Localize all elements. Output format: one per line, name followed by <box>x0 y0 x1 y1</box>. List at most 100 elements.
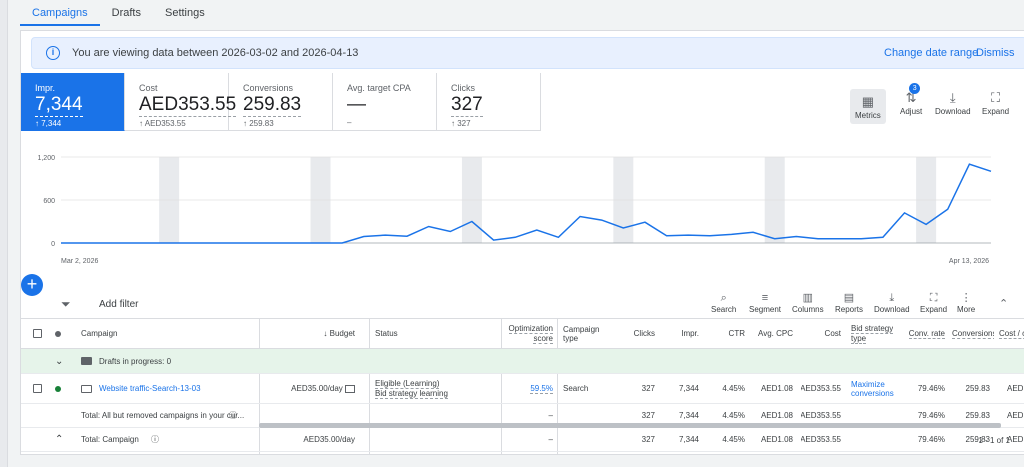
columns-icon: ▥ <box>802 292 813 304</box>
y-tick-label: 0 <box>51 241 55 248</box>
x-end-label: Apr 13, 2026 <box>949 258 989 265</box>
impr-value: 7,344 <box>678 435 699 444</box>
chart-download-button[interactable]: ⤓ Download <box>935 89 971 116</box>
more-button[interactable]: ⋮ More <box>957 291 975 314</box>
col-clicks[interactable]: Clicks <box>633 329 655 338</box>
col-campaign[interactable]: Campaign <box>81 329 118 338</box>
scorecard-conversions[interactable]: Conversions 259.83 ↑ 259.83 <box>229 73 333 131</box>
scorecard-value: 327 <box>451 94 483 117</box>
opt-score-value: – <box>548 435 553 444</box>
status-value[interactable]: Eligible (Learning) Bid strategy learnin… <box>375 374 448 403</box>
scorecard-change: ↑ AED353.55 <box>139 119 186 128</box>
col-avg-cpc[interactable]: Avg. CPC <box>758 329 793 338</box>
col-optimization-score[interactable]: Optimization score <box>503 319 553 348</box>
columns-button[interactable]: ▥ Columns <box>792 291 824 314</box>
download-label: Download <box>935 107 971 116</box>
col-campaign-type[interactable]: Campaign type <box>563 319 599 348</box>
col-impr[interactable]: Impr. <box>681 329 699 338</box>
scorecard-change: ↑ 259.83 <box>243 119 274 128</box>
bid-line2: conversions <box>851 388 894 398</box>
cost-conv-value: AED1 <box>1007 411 1024 420</box>
col-cost-per-conv[interactable]: Cost / co <box>999 319 1024 348</box>
folder-icon <box>81 349 92 373</box>
scorecard-value: — <box>347 94 366 115</box>
download-icon: ⤓ <box>949 90 956 105</box>
expand-label: Expand <box>982 107 1010 116</box>
scorecard-impressions[interactable]: Impr. 7,344 ↑ 7,344 <box>21 73 125 131</box>
row-checkbox[interactable] <box>33 374 42 403</box>
total-all-label: Total: All but removed campaigns in your… <box>81 411 245 420</box>
change-date-range-link[interactable]: Change date range <box>884 47 979 59</box>
help-icon[interactable]: ⓘ <box>151 435 159 444</box>
col-bid-line1: Bid strategy <box>851 323 894 334</box>
add-campaign-fab[interactable]: + <box>21 274 43 296</box>
tab-drafts[interactable]: Drafts <box>111 7 141 19</box>
col-status[interactable]: Status <box>375 329 398 338</box>
reports-button[interactable]: ▤ Reports <box>835 291 863 314</box>
dot <box>55 330 61 337</box>
opt-score-text: 59.5% <box>530 383 553 394</box>
adjust-button[interactable]: ⇅ 3 Adjust <box>900 83 923 116</box>
cost-value: AED353.55 <box>801 411 841 420</box>
adjust-label: Adjust <box>900 107 923 116</box>
collapse-toolbar-button[interactable]: ⌃ <box>999 297 1008 311</box>
scorecard-avg-target-cpa[interactable]: Avg. target CPA — – <box>333 73 437 131</box>
info-icon: i <box>46 46 60 60</box>
series-line <box>61 163 992 244</box>
campaign-name-link[interactable]: Website traffic-Search-13-03 <box>99 384 201 393</box>
top-tabs: Campaigns Drafts Settings <box>20 0 217 26</box>
chevron-up-icon[interactable]: ⌃ <box>55 434 64 445</box>
tab-settings[interactable]: Settings <box>164 7 205 19</box>
segment-button[interactable]: ≡ Segment <box>749 291 781 314</box>
scorecard-label: Conversions <box>243 83 294 93</box>
metrics-icon: ▦ <box>861 94 875 109</box>
optimization-score-link[interactable]: 59.5% <box>503 374 553 403</box>
clicks-value: 327 <box>641 384 655 393</box>
col-bid-line2: type <box>851 333 867 344</box>
filter-icon[interactable]: ⏷ <box>61 297 71 311</box>
horizontal-scrollbar[interactable] <box>259 423 1001 428</box>
add-filter-button[interactable]: Add filter <box>99 299 139 310</box>
budget-value[interactable]: AED35.00/day <box>261 374 355 403</box>
conversions-value: 259.83 <box>965 435 990 444</box>
col-budget[interactable]: ↓ Budget <box>261 319 355 348</box>
status-line1: Eligible (Learning) <box>375 378 440 389</box>
reports-icon: ▤ <box>843 292 855 304</box>
table-download-button[interactable]: ⤓ Download <box>874 291 910 314</box>
budget-value: AED35.00/day <box>303 435 355 444</box>
chevron-up-icon: ⌃ <box>999 298 1009 310</box>
bid-strategy-link[interactable]: Maximize conversions <box>851 374 894 403</box>
pagination-text: 1 - 1 of 1 <box>978 436 1010 445</box>
col-opt-line2: score <box>533 333 553 344</box>
impr-value: 7,344 <box>678 384 699 393</box>
tab-campaigns[interactable]: Campaigns <box>20 0 100 26</box>
metrics-button[interactable]: ▦ Metrics <box>850 89 886 124</box>
scorecard-cost[interactable]: Cost AED353.55 ↑ AED353.55 <box>125 73 237 131</box>
ctr-value: 4.45% <box>722 411 745 420</box>
more-vert-icon: ⋮ <box>960 292 972 304</box>
help-icon[interactable]: ⓘ <box>229 411 237 420</box>
col-conv-rate[interactable]: Conv. rate <box>901 319 945 348</box>
table-expand-button[interactable]: ⛶ Expand <box>920 291 947 314</box>
col-opt-line1: Optimization <box>508 323 553 334</box>
checkbox <box>33 329 42 338</box>
col-cost[interactable]: Cost <box>824 329 841 338</box>
search-button[interactable]: ⌕ Search <box>711 291 736 314</box>
avg-cpc-value: AED1.08 <box>760 384 793 393</box>
col-budget-label: Budget <box>329 329 355 338</box>
col-bid-strategy-type[interactable]: Bid strategy type <box>851 319 894 348</box>
avg-cpc-value: AED1.08 <box>760 435 793 444</box>
dismiss-link[interactable]: Dismiss <box>976 47 1015 59</box>
impressions-line-chart: 1,200 600 0 Mar 2, 2026 Apr 13, 2026 <box>37 155 992 265</box>
chevron-down-icon[interactable]: ⌄ <box>55 355 64 367</box>
col-ctr[interactable]: CTR <box>728 329 745 338</box>
scorecard-clicks[interactable]: Clicks 327 ↑ 327 <box>437 73 541 131</box>
col-conversions[interactable]: Conversions <box>952 319 994 348</box>
scorecard-label: Clicks <box>451 83 475 93</box>
status-dot-header <box>55 319 61 348</box>
scorecard-value: 259.83 <box>243 94 302 117</box>
table-row: Website traffic-Search-13-03 AED35.00/da… <box>21 374 1024 404</box>
segment-label: Segment <box>749 305 782 314</box>
select-all-checkbox[interactable] <box>33 319 42 348</box>
chart-expand-button[interactable]: ⛶ Expand <box>982 89 1009 116</box>
